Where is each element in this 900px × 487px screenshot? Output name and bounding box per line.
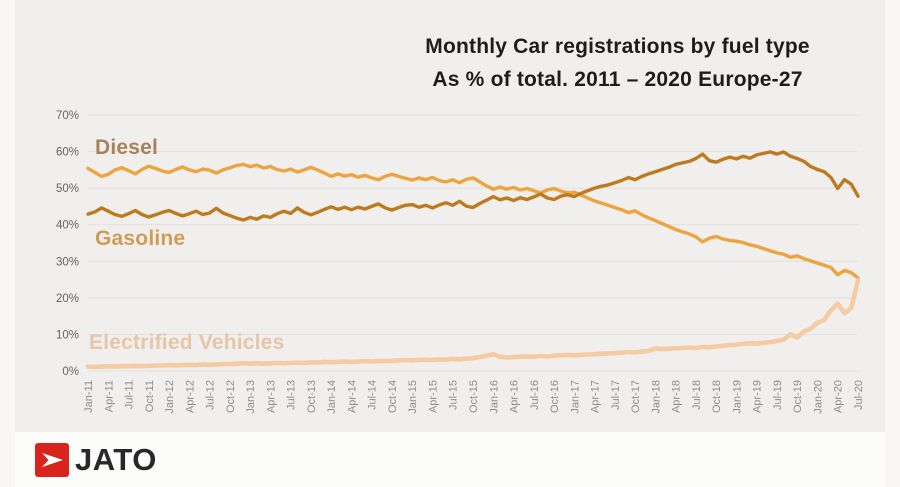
y-tick-label: 10% <box>56 329 79 341</box>
x-tick-label: Apr-12 <box>184 380 196 413</box>
series-label-diesel: Diesel <box>95 136 159 159</box>
y-tick-label: 0% <box>62 366 79 378</box>
x-tick-label: Apr-15 <box>427 380 439 413</box>
y-tick-label: 30% <box>56 256 79 268</box>
chart-panel: Monthly Car registrations by fuel type A… <box>15 0 885 432</box>
x-tick-label: Oct-13 <box>306 380 318 413</box>
y-tick-label: 70% <box>56 110 79 122</box>
y-tick-label: 20% <box>56 293 79 305</box>
x-tick-label: Apr-20 <box>833 380 845 413</box>
x-tick-label: Oct-14 <box>387 380 399 413</box>
x-tick-label: Apr-18 <box>671 380 683 413</box>
y-tick-label: 40% <box>56 220 79 232</box>
x-tick-label: Jan-11 <box>83 380 95 413</box>
x-tick-label: Apr-14 <box>346 380 358 413</box>
x-tick-label: Oct-15 <box>468 380 480 413</box>
x-tick-label: Jan-17 <box>569 380 581 414</box>
x-tick-label: Jan-16 <box>488 380 500 414</box>
x-tick-label: Oct-11 <box>144 380 156 412</box>
chart-title: Monthly Car registrations by fuel type A… <box>345 30 890 96</box>
x-tick-label: Oct-19 <box>792 380 804 413</box>
x-tick-label: Jan-12 <box>164 380 176 414</box>
x-tick-label: Jul-17 <box>610 380 622 410</box>
x-tick-label: Oct-17 <box>630 380 642 413</box>
gasoline-line <box>86 150 860 222</box>
x-tick-label: Apr-19 <box>752 380 764 413</box>
x-tick-label: Jul-18 <box>691 380 703 410</box>
chart-title-line1: Monthly Car registrations by fuel type <box>425 35 810 58</box>
x-tick-label: Apr-16 <box>509 380 521 413</box>
x-tick-label: Apr-13 <box>265 380 277 413</box>
diesel-line <box>86 162 860 280</box>
y-tick-label: 50% <box>56 183 79 195</box>
x-tick-label: Jan-15 <box>407 380 419 414</box>
jato-logo-icon <box>35 442 69 477</box>
x-tick-label: Jul-14 <box>367 380 379 410</box>
arrow-icon <box>42 452 63 467</box>
series-label-electrified-vehicles: Electrified Vehicles <box>89 331 285 354</box>
y-tick-label: 60% <box>56 147 79 159</box>
jato-brand-name: JATO <box>75 441 157 477</box>
x-tick-label: Jan-14 <box>326 380 338 414</box>
x-tick-label: Oct-18 <box>711 380 723 413</box>
series-label-gasoline: Gasoline <box>95 227 186 250</box>
fuel-share-line-chart: 0% 10% 20% 30% 40% 50% 60% 70% Jan-11 Apr-11 Jul-1… <box>56 110 865 414</box>
x-tick-label: Oct-16 <box>549 380 561 413</box>
x-tick-label: Apr-11 <box>103 380 115 412</box>
x-tick-label: Jul-13 <box>286 380 298 410</box>
x-tick-label: Jul-16 <box>529 380 541 410</box>
x-tick-label: Jul-12 <box>205 380 217 410</box>
x-tick-label: Jul-15 <box>448 380 460 410</box>
x-tick-label: Jul-20 <box>853 380 865 410</box>
x-tick-label: Jul-19 <box>772 380 784 410</box>
x-tick-label: Jan-20 <box>812 380 824 414</box>
chart-area: 0% 10% 20% 30% 40% 50% 60% 70% Jan-11 Apr-11 Jul-1… <box>15 0 885 432</box>
footer-bar: JATO <box>15 432 885 487</box>
x-tick-label: Jan-13 <box>245 380 257 414</box>
x-tick-label: Jan-19 <box>731 380 743 414</box>
electrified-vehicles-line <box>85 277 861 370</box>
x-tick-label: Oct-12 <box>225 380 237 413</box>
x-tick-label: Jul-11 <box>124 380 136 409</box>
x-tick-label: Jan-18 <box>650 380 662 414</box>
jato-logo: JATO <box>35 442 157 477</box>
x-tick-label: Apr-17 <box>590 380 602 413</box>
chart-title-line2: As % of total. 2011 – 2020 Europe-27 <box>432 68 803 91</box>
